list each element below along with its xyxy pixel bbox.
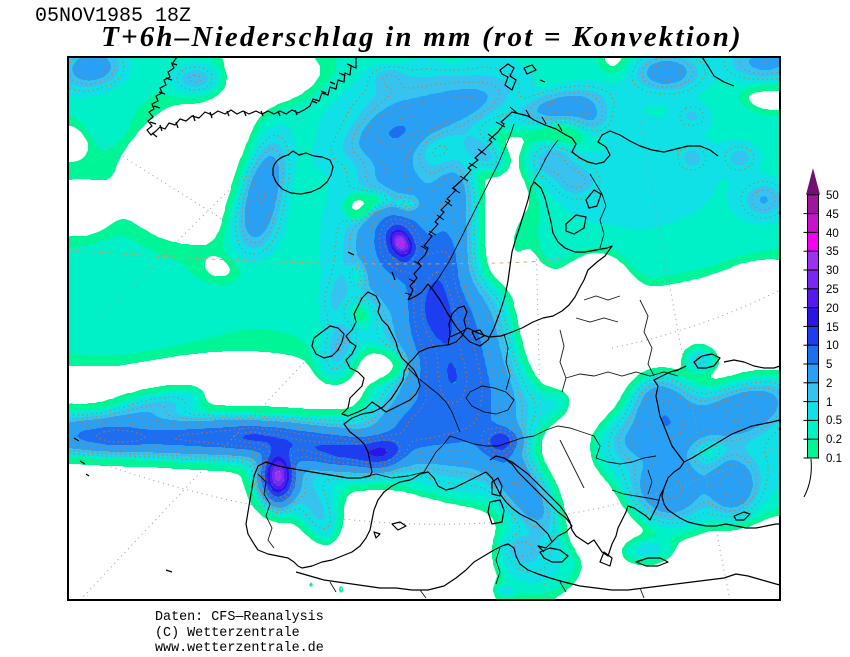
- svg-text:50: 50: [826, 190, 839, 202]
- svg-text:05NOV1985 18Z: 05NOV1985 18Z: [35, 5, 191, 28]
- svg-text:0.2: 0.2: [826, 434, 842, 446]
- svg-text:10: 10: [826, 340, 839, 352]
- svg-text:2: 2: [826, 378, 832, 390]
- svg-text:www.wetterzentrale.de: www.wetterzentrale.de: [155, 641, 324, 656]
- svg-text:30: 30: [826, 265, 839, 277]
- svg-text:1: 1: [826, 397, 832, 409]
- svg-text:35: 35: [826, 246, 839, 258]
- svg-text:0.5: 0.5: [826, 415, 842, 427]
- svg-text:45: 45: [826, 209, 839, 221]
- svg-text:20: 20: [826, 303, 839, 315]
- svg-text:0.1: 0.1: [826, 453, 842, 465]
- svg-text:Daten: CFS—Reanalysis: Daten: CFS—Reanalysis: [155, 610, 324, 625]
- svg-text:(C) Wetterzentrale: (C) Wetterzentrale: [155, 626, 300, 641]
- svg-text:T+6h–Niederschlag in mm (rot =: T+6h–Niederschlag in mm (rot = Konvektio…: [101, 21, 743, 53]
- svg-text:5: 5: [826, 359, 832, 371]
- svg-text:15: 15: [826, 322, 839, 334]
- svg-text:25: 25: [826, 284, 839, 296]
- svg-text:40: 40: [826, 228, 839, 240]
